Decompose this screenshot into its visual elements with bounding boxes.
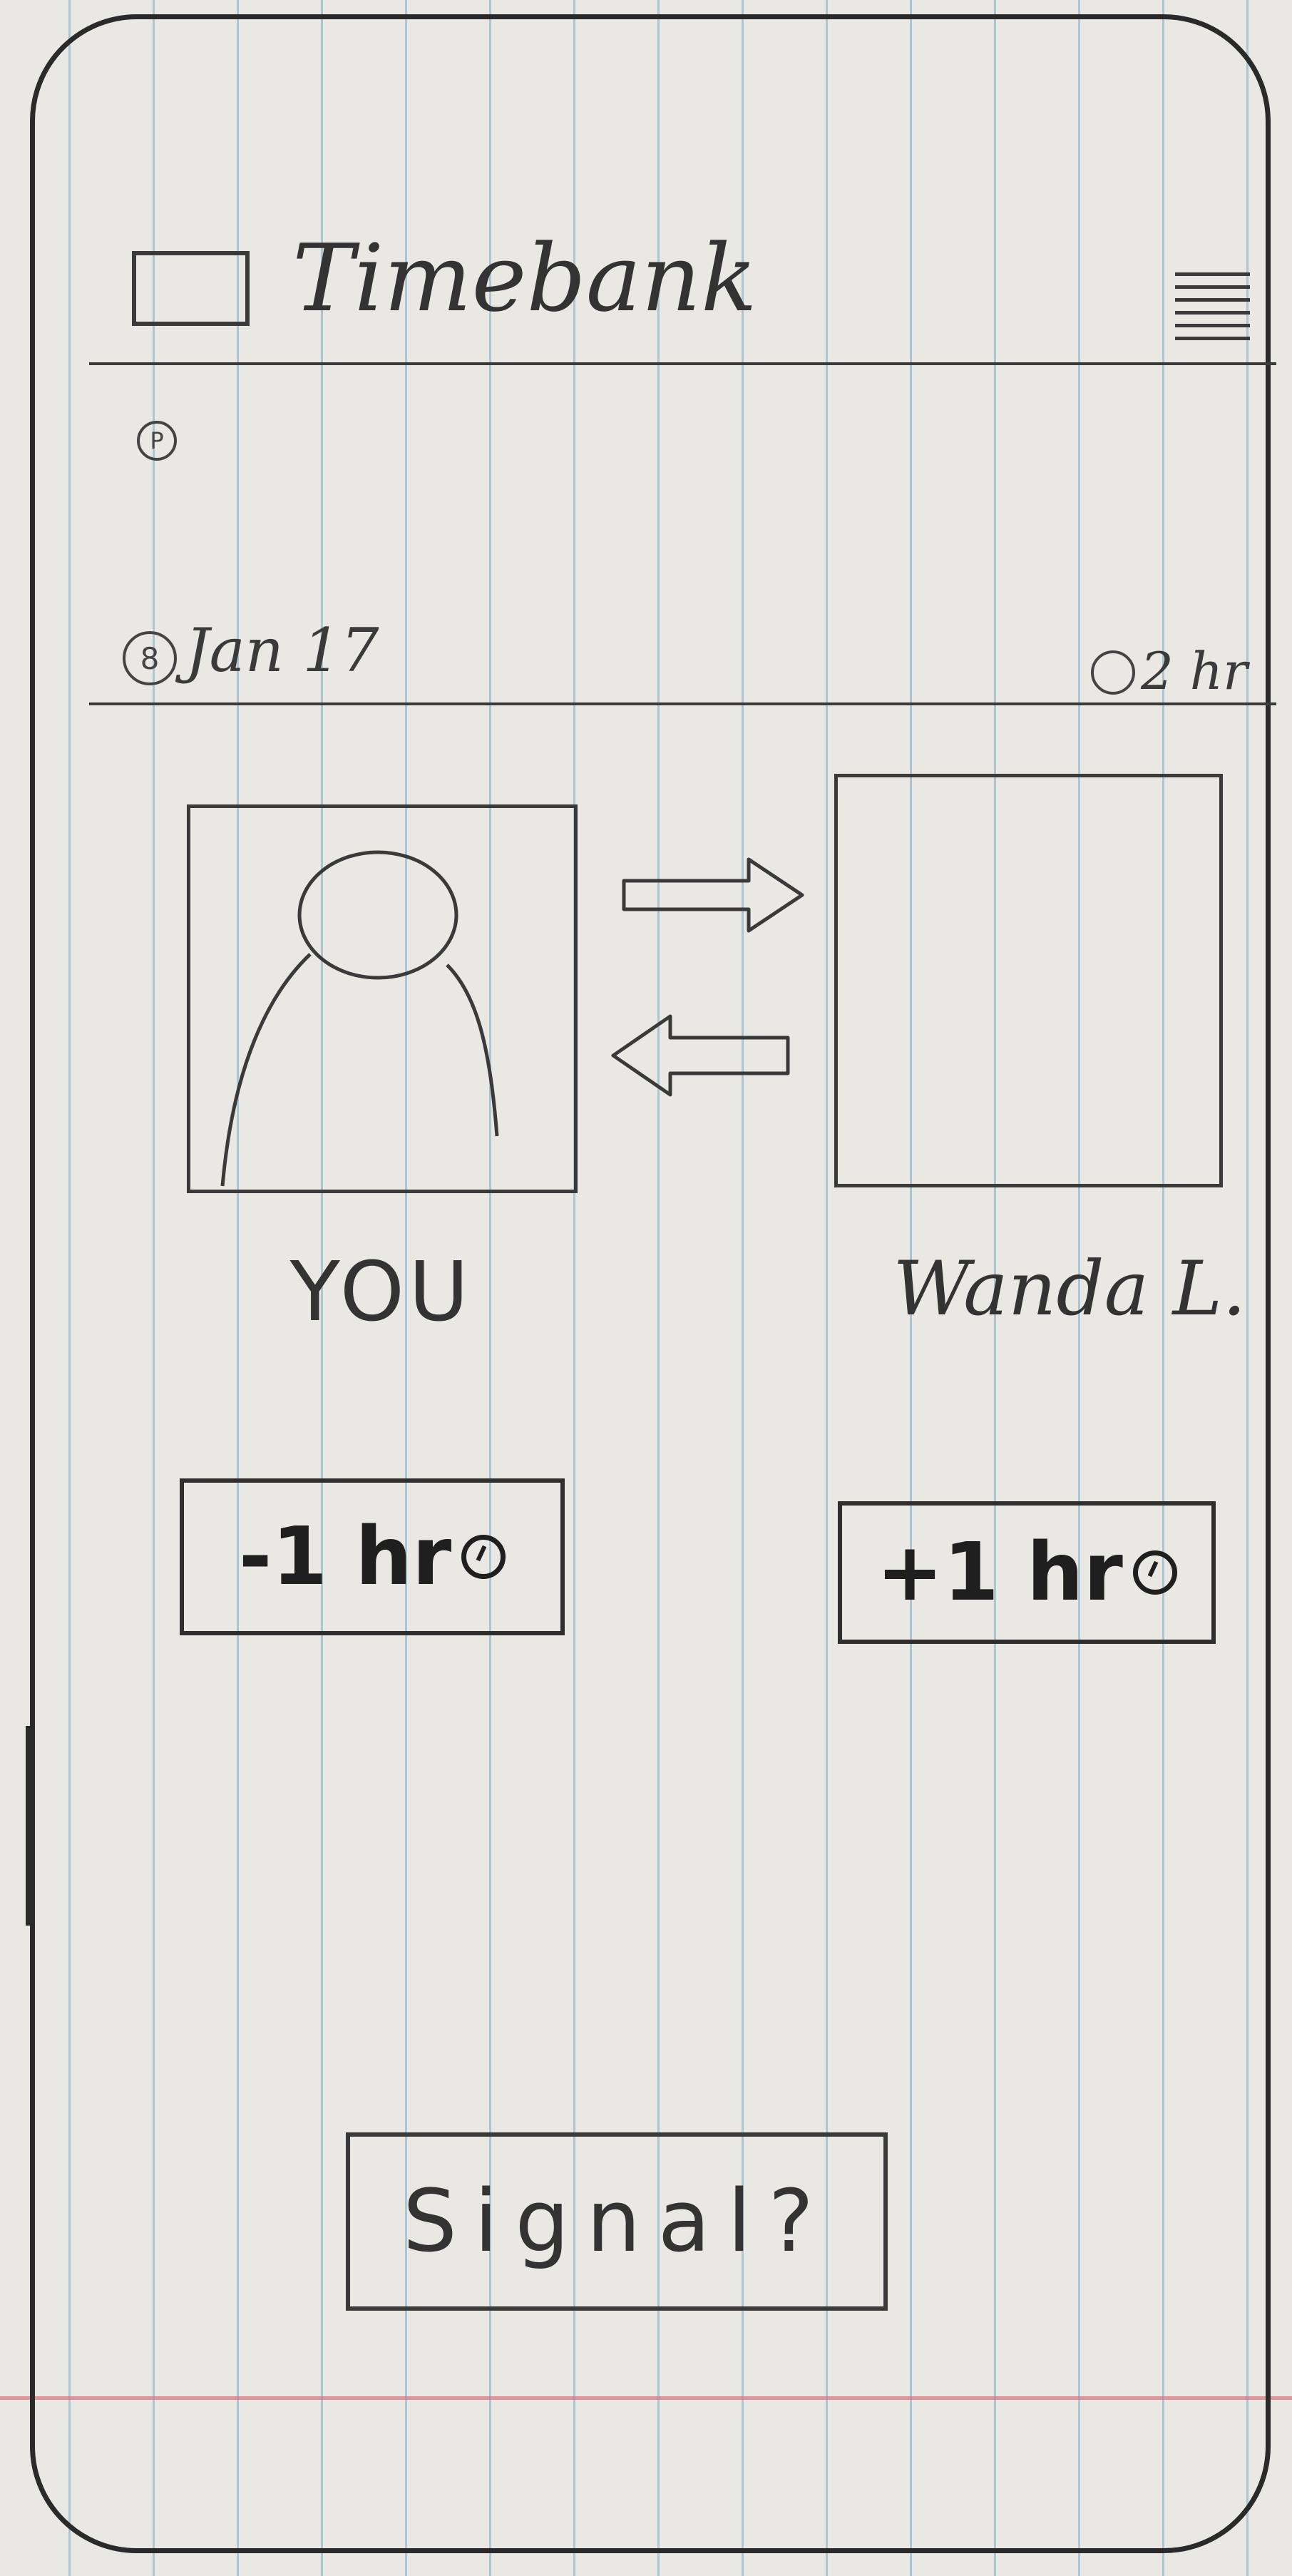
you-name-label: YOU xyxy=(289,1244,473,1340)
user-silhouette-icon xyxy=(220,850,499,1187)
phone-side-button xyxy=(26,1726,30,1926)
transaction-duration: 2 hr xyxy=(1141,641,1248,701)
other-avatar[interactable] xyxy=(834,774,1223,1187)
clock-icon xyxy=(1132,1550,1177,1595)
paper-margin-line xyxy=(0,2396,1292,2400)
you-hours-delta-label: -1 hr xyxy=(238,1511,452,1603)
phone-frame xyxy=(30,14,1271,2553)
signal-button[interactable]: Signal? xyxy=(346,2132,888,2311)
calendar-icon: 8 xyxy=(123,631,177,685)
you-hours-delta[interactable]: -1 hr xyxy=(180,1478,565,1635)
clock-icon xyxy=(461,1535,506,1579)
profile-p-icon: P xyxy=(137,421,177,461)
other-hours-delta-label: +1 hr xyxy=(876,1526,1123,1619)
app-title: Timebank xyxy=(292,224,757,332)
header-divider xyxy=(89,362,1276,365)
other-hours-delta[interactable]: +1 hr xyxy=(838,1501,1216,1644)
other-name-label: Wanda L. xyxy=(893,1245,1246,1332)
hamburger-menu-icon[interactable] xyxy=(1175,272,1250,340)
meta-divider xyxy=(89,702,1276,705)
transaction-date: Jan 17 xyxy=(185,615,379,685)
arrow-left-icon xyxy=(611,1014,790,1097)
clock-icon xyxy=(1091,650,1135,695)
arrow-right-icon xyxy=(622,857,804,933)
logo-icon xyxy=(132,251,250,326)
you-avatar[interactable] xyxy=(187,804,578,1193)
